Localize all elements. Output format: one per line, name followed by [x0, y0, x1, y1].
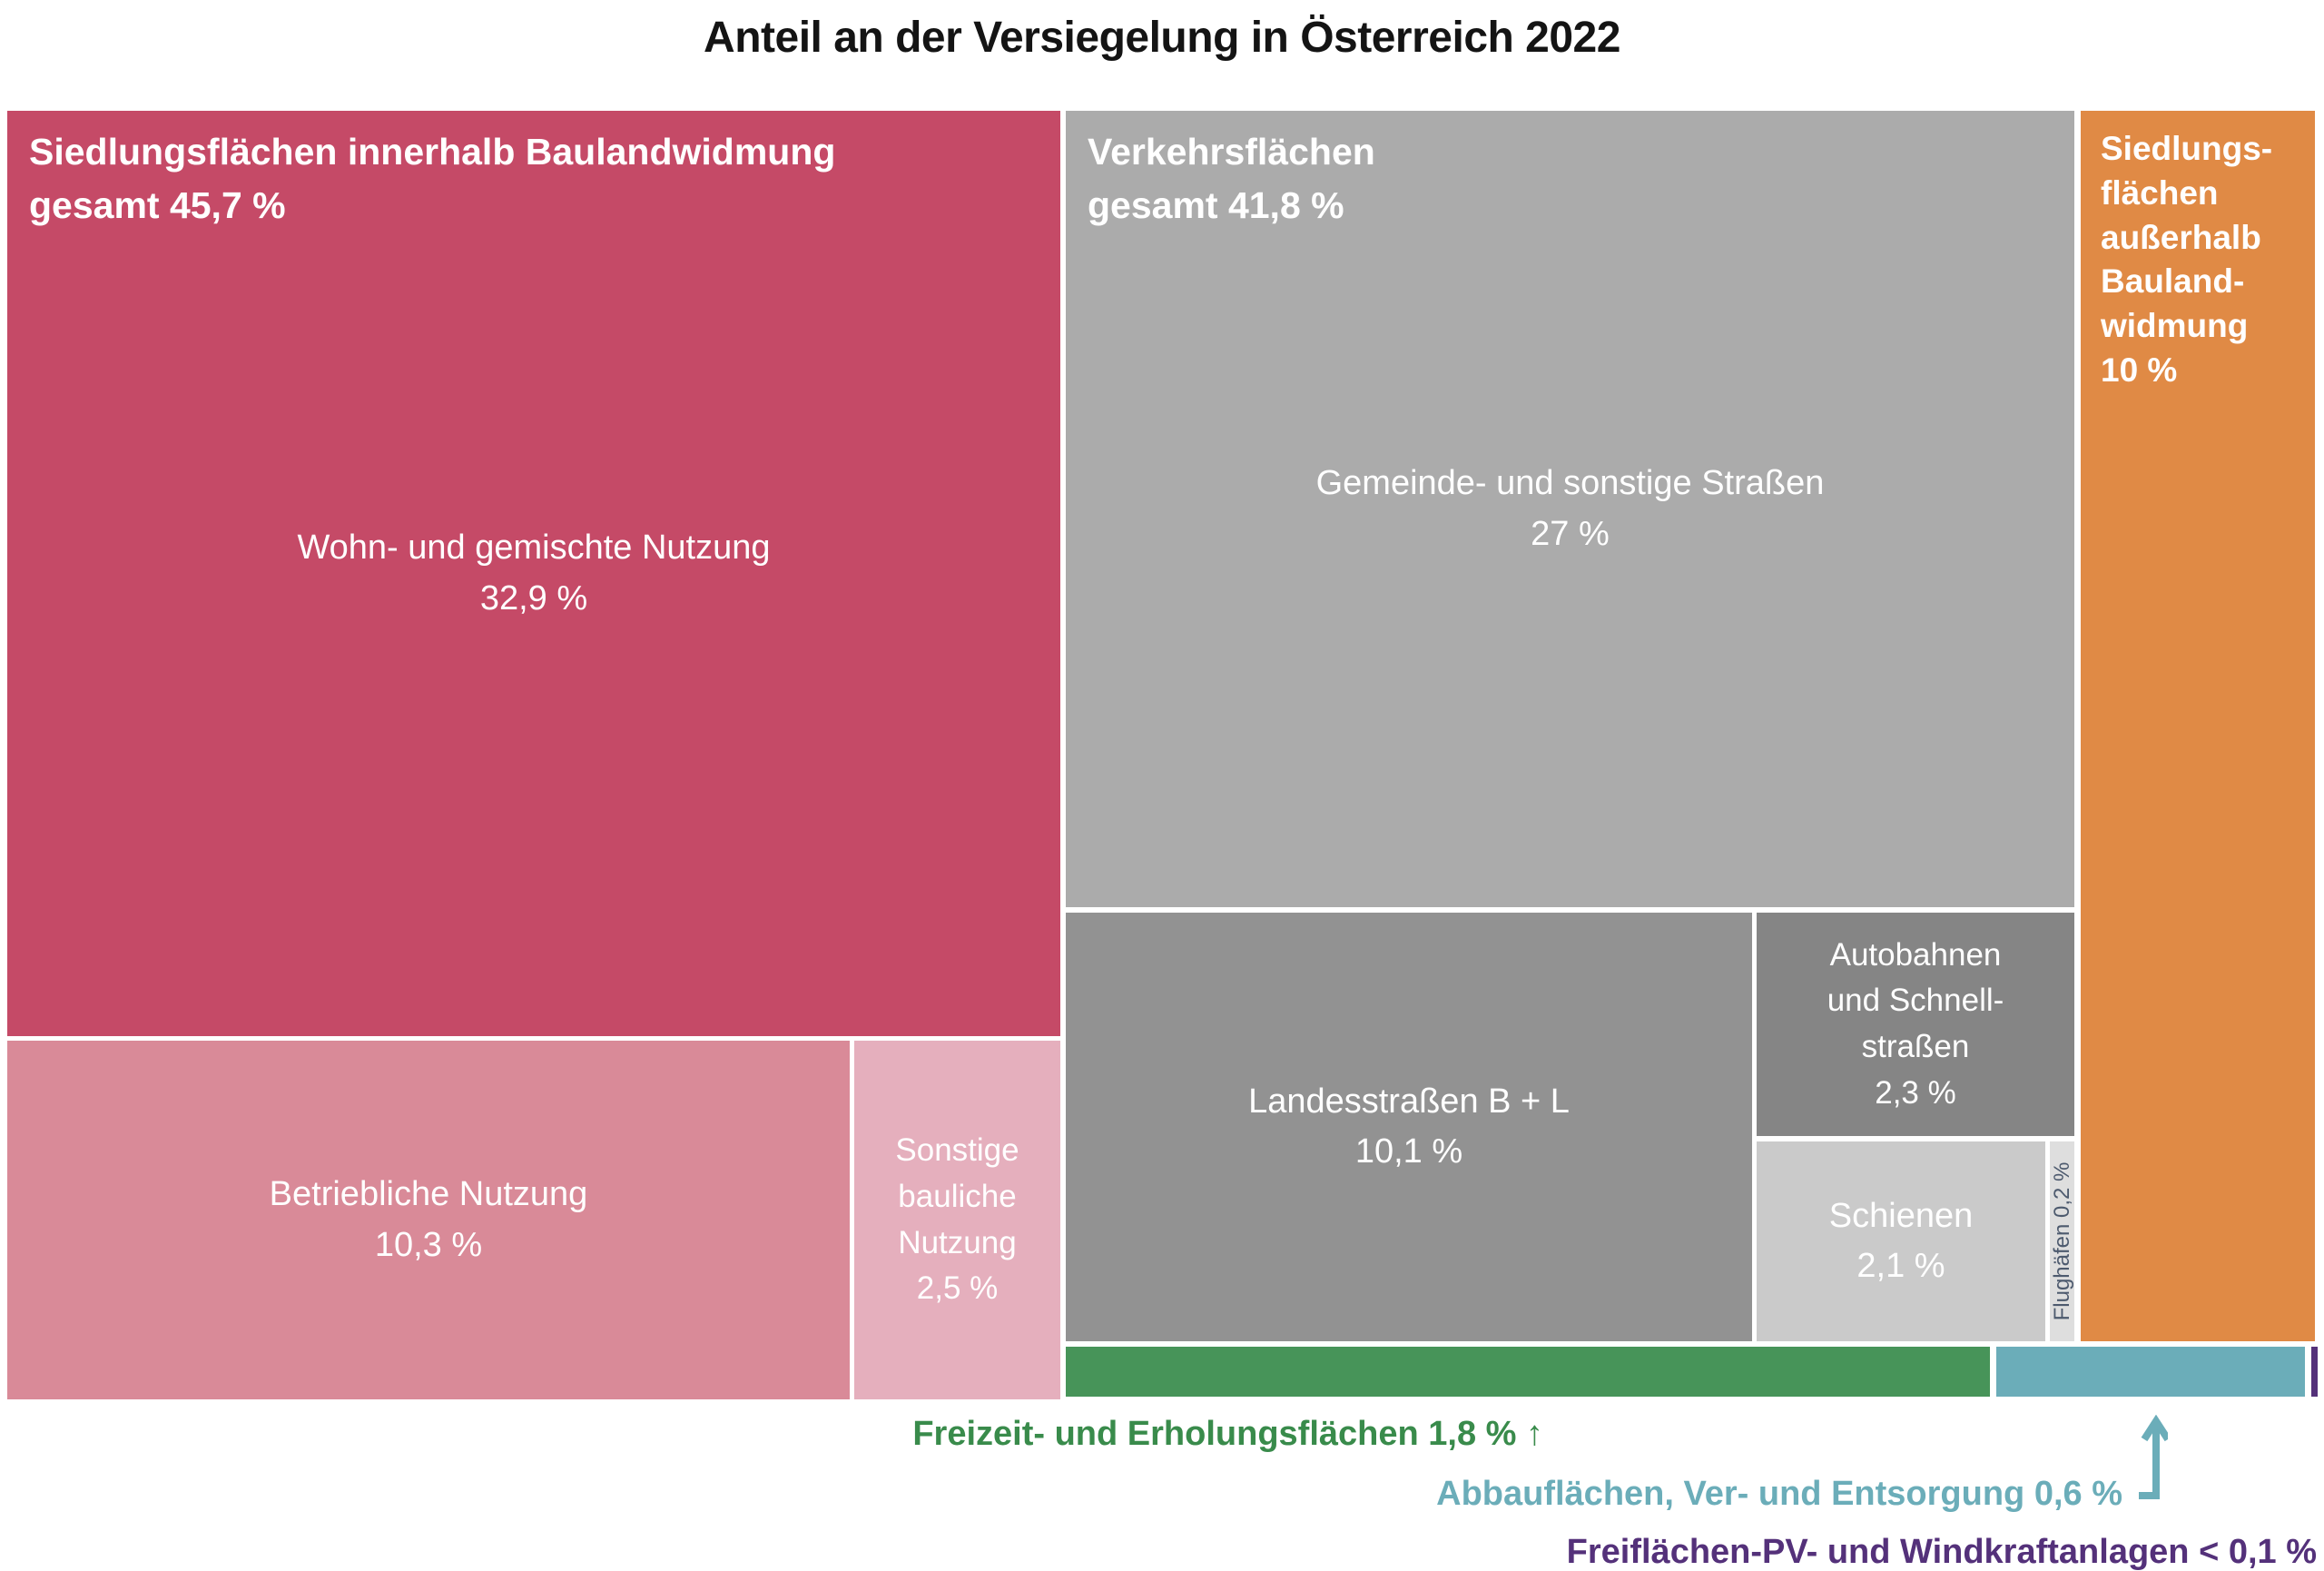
- elbow-up-arrow-icon: [2139, 1415, 2168, 1499]
- group-header-siedlungsflaechen-ausserhalb: Siedlungs- flächen außerhalb Bauland- wi…: [2101, 130, 2273, 390]
- legend-abbauflaechen-ver-und-entsorgung: Abbauflächen, Ver- und Entsorgung 0,6 %: [1436, 1475, 2122, 1514]
- block-landesstrassen: Landesstraßen B + L 10,1 %: [1066, 913, 1752, 1341]
- legend-abbauflaechen-text: Abbauflächen, Ver- und Entsorgung 0,6 %: [1436, 1475, 2122, 1513]
- label-flughaefen: Flughäfen 0,2 %: [2049, 1161, 2074, 1321]
- bar-freizeit-und-erholungsflaechen: [1066, 1347, 1990, 1397]
- block-siedlungsflaechen-ausserhalb: Siedlungs- flächen außerhalb Bauland- wi…: [2081, 111, 2315, 1341]
- legend-freiflaechen-text: Freiflächen-PV- und Windkraftanlagen < 0…: [1566, 1533, 2317, 1571]
- block-sonstige-bauliche-nutzung: Sonstige bauliche Nutzung 2,5 %: [854, 1041, 1060, 1399]
- block-wohn-und-gemischte-nutzung: Siedlungsflächen innerhalb Baulandwidmun…: [7, 111, 1060, 1036]
- label-landesstrassen: Landesstraßen B + L 10,1 %: [1248, 1082, 1570, 1171]
- block-betriebliche-nutzung: Betriebliche Nutzung 10,3 %: [7, 1041, 850, 1399]
- block-schienen: Schienen 2,1 %: [1757, 1141, 2045, 1341]
- group-header-siedlungsflaechen-innerhalb: Siedlungsflächen innerhalb Baulandwidmun…: [29, 131, 836, 227]
- legend-freiflaechen-pv-und-windkraftanlagen: Freiflächen-PV- und Windkraftanlagen < 0…: [1567, 1533, 2317, 1571]
- legend-freizeit-text: Freizeit- und Erholungsflächen 1,8 %: [912, 1415, 1517, 1453]
- label-betriebliche-nutzung: Betriebliche Nutzung 10,3 %: [269, 1175, 588, 1264]
- legend-freizeit-und-erholungsflaechen: Freizeit- und Erholungsflächen 1,8 % ↑: [912, 1415, 1543, 1454]
- block-autobahnen-und-schnellstrassen: Autobahnen und Schnell- straßen 2,3 %: [1757, 913, 2074, 1136]
- label-gemeinde-und-sonstige-strassen: Gemeinde- und sonstige Straßen 27 %: [1315, 464, 1825, 553]
- chart-title: Anteil an der Versiegelung in Österreich…: [704, 14, 1620, 62]
- label-wohn-und-gemischte-nutzung: Wohn- und gemischte Nutzung 32,9 %: [297, 529, 771, 618]
- label-sonstige-bauliche-nutzung: Sonstige bauliche Nutzung 2,5 %: [895, 1132, 1019, 1307]
- label-schienen: Schienen 2,1 %: [1828, 1196, 1974, 1285]
- bar-freiflaechen-pv-und-windkraftanlagen: [2311, 1347, 2318, 1397]
- up-arrow-icon: ↑: [1526, 1415, 1543, 1453]
- bar-abbauflaechen-ver-und-entsorgung: [1996, 1347, 2305, 1397]
- block-flughaefen: Flughäfen 0,2 %: [2050, 1141, 2074, 1341]
- group-header-verkehrsflaechen: Verkehrsflächen gesamt 41,8 %: [1088, 131, 1375, 227]
- label-autobahnen-und-schnellstrassen: Autobahnen und Schnell- straßen 2,3 %: [1827, 936, 2004, 1111]
- block-gemeinde-und-sonstige-strassen: Verkehrsflächen gesamt 41,8 % Gemeinde- …: [1066, 111, 2074, 907]
